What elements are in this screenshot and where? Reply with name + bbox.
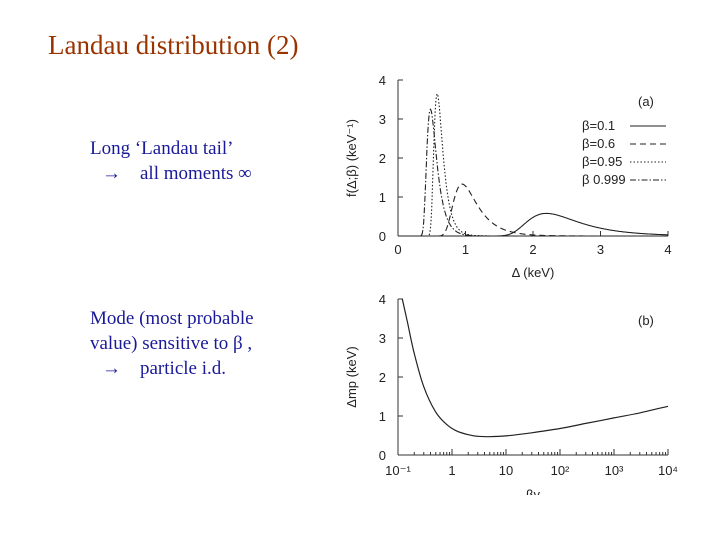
legend-label: β=0.95: [582, 154, 622, 169]
bullet-landau-tail: Long ‘Landau tail’ → all moments ∞: [90, 136, 252, 186]
x-tick-label: 1: [462, 242, 469, 257]
x-tick-label: 2: [529, 242, 536, 257]
y-tick-label: 1: [379, 409, 386, 424]
y-tick-label: 1: [379, 190, 386, 205]
series-line-1: [398, 212, 668, 237]
bullet-landau-tail-line1: Long ‘Landau tail’: [90, 138, 234, 159]
y-tick-label: 4: [379, 73, 386, 88]
y-tick-label: 3: [379, 112, 386, 127]
x-tick-label: 3: [597, 242, 604, 257]
arrow-icon: →: [102, 163, 121, 184]
panel-label: (a): [638, 94, 654, 109]
x-tick-label: 1: [448, 463, 455, 478]
y-tick-label: 4: [379, 292, 386, 307]
arrow-icon: →: [102, 358, 121, 379]
y-tick-label: 3: [379, 331, 386, 346]
y-tick-label: 2: [379, 370, 386, 385]
x-tick-label: 10: [499, 463, 513, 478]
bullet-mode-line2: value) sensitive to β ,: [90, 333, 253, 354]
legend-label: β=0.6: [582, 136, 615, 151]
bullet-mode-line1: Mode (most probable: [90, 308, 254, 329]
slide-title: Landau distribution (2): [48, 30, 299, 60]
x-tick-label: 10²: [551, 463, 570, 478]
legend-label: β 0.999: [582, 172, 626, 187]
x-tick-label: 0: [394, 242, 401, 257]
x-axis-label: βγ: [526, 487, 540, 495]
y-tick-label: 2: [379, 151, 386, 166]
y-axis-label: f(Δ;β) (keV⁻¹): [344, 119, 359, 197]
series-line-3: [398, 92, 668, 237]
series-line-mode: [401, 298, 669, 438]
bullet-mode-line3: particle i.d.: [140, 358, 226, 379]
x-axis-label: Δ (keV): [512, 265, 555, 280]
y-tick-label: 0: [379, 448, 386, 463]
chart-b-most-probable-value: 0 1 2 3 4 10⁻¹ 1 10 10² 10³ 10⁴ βγ Δmp (keV) (b): [344, 292, 678, 495]
series-line-2: [398, 183, 668, 237]
x-tick-label: 10⁴: [658, 463, 678, 478]
chart-a-landau-distribution: 0 1 2 3 4 0 1 2 3 4 Δ (keV) f(Δ;β) (keV⁻¹) (a) β=0.1 β…: [344, 73, 672, 280]
x-tick-label: 4: [664, 242, 671, 257]
y-axis-label: Δmp (keV): [344, 346, 359, 407]
bullet-mode-sensitivity: Mode (most probable value) sensitive to …: [90, 306, 254, 381]
x-tick-label: 10⁻¹: [385, 463, 411, 478]
legend-label: β=0.1: [582, 118, 615, 133]
series-line-4: [398, 108, 668, 237]
x-tick-label: 10³: [605, 463, 624, 478]
panel-label: (b): [638, 313, 654, 328]
bullet-landau-tail-line2: all moments ∞: [140, 163, 252, 184]
y-tick-label: 0: [379, 229, 386, 244]
